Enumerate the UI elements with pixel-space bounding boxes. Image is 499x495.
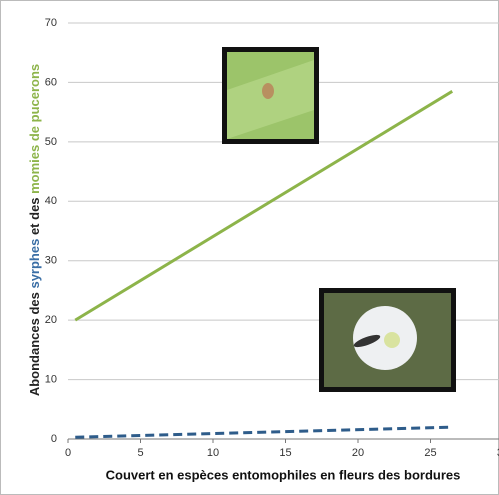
series (74, 90, 454, 439)
y-axis-label: Abondances des syrphes et des momies de … (27, 64, 42, 396)
y-tick-label: 30 (45, 255, 57, 267)
series-line (74, 90, 454, 322)
y-label-part: et des (27, 194, 42, 239)
y-tick-label: 20 (45, 314, 57, 326)
y-tick-label: 50 (45, 136, 57, 148)
y-tick-label: 70 (45, 17, 57, 29)
y-tick-label: 10 (45, 373, 57, 385)
x-tick-label: 25 (424, 447, 436, 459)
photo-aphid-mummy (222, 47, 319, 144)
series-line (75, 425, 453, 439)
x-tick-label: 5 (137, 447, 143, 459)
x-tick-label: 20 (352, 447, 364, 459)
y-label-part: Abondances des (27, 289, 42, 397)
x-tick-label: 10 (207, 447, 219, 459)
y-tick-label: 40 (45, 195, 57, 207)
x-tick-label: 30 (497, 447, 499, 459)
x-tick-label: 15 (279, 447, 291, 459)
y-tick-label: 0 (51, 433, 57, 445)
photo-hoverfly (319, 288, 456, 392)
x-tick-label: 0 (65, 447, 71, 459)
x-axis-label: Couvert en espèces entomophiles en fleur… (106, 467, 461, 482)
y-tick-label: 60 (45, 76, 57, 88)
y-label-part: momies de pucerons (27, 64, 42, 194)
y-label-part: syrphes (27, 239, 42, 289)
